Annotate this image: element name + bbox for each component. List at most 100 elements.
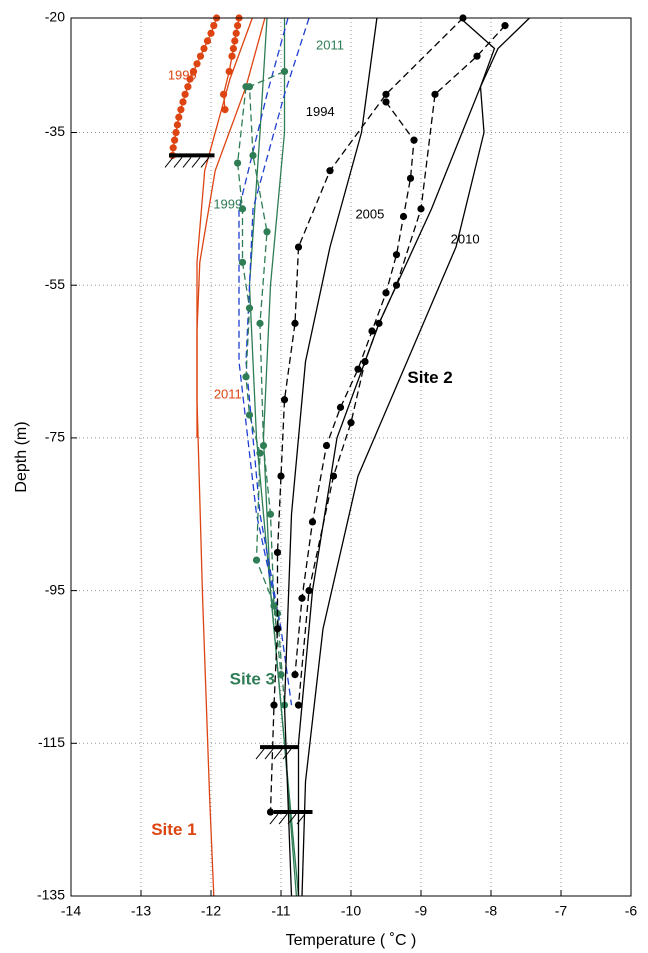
data-point <box>220 90 228 98</box>
x-tick-label: -9 <box>415 903 428 919</box>
data-point <box>294 701 303 709</box>
y-tick-label: -55 <box>45 276 65 292</box>
data-point <box>172 128 180 137</box>
data-point <box>336 403 345 411</box>
series-line <box>238 17 289 629</box>
x-tick-label: -10 <box>341 903 361 919</box>
x-axis-label: Temperature ( ˚C ) <box>286 932 417 949</box>
data-point <box>173 121 181 129</box>
data-point <box>501 22 509 30</box>
data-point <box>305 587 313 595</box>
data-point <box>270 602 278 610</box>
data-point <box>175 113 183 121</box>
x-tick-label: -11 <box>271 903 290 919</box>
data-point <box>347 419 355 427</box>
data-point <box>256 449 264 457</box>
data-point <box>266 808 275 816</box>
annotation: Site 2 <box>407 368 452 387</box>
hatch <box>278 813 288 825</box>
data-point <box>291 319 299 327</box>
annotation: 2011 <box>316 38 344 53</box>
data-point <box>392 251 401 259</box>
data-point <box>382 289 390 297</box>
data-point <box>231 37 239 45</box>
data-point <box>252 556 261 564</box>
data-point <box>234 159 242 167</box>
annotation: Site 3 <box>230 669 275 688</box>
data-point <box>368 327 376 335</box>
data-point <box>196 52 205 60</box>
x-tick-label: -12 <box>201 903 221 919</box>
x-tick-label: -14 <box>61 903 81 919</box>
hatch <box>296 813 306 825</box>
data-point <box>406 174 415 182</box>
hatch <box>282 748 292 760</box>
annotation: 2010 <box>451 232 480 247</box>
data-point <box>431 90 439 98</box>
data-point <box>189 67 198 76</box>
data-point <box>277 472 285 480</box>
data-point <box>277 670 285 679</box>
hatch <box>164 157 174 168</box>
data-point <box>232 29 240 37</box>
data-point <box>207 29 215 37</box>
data-point <box>382 90 390 98</box>
y-tick-label: -95 <box>45 581 65 597</box>
data-point <box>298 594 306 602</box>
data-point <box>294 243 303 251</box>
data-point <box>177 106 185 114</box>
series-line <box>269 17 464 813</box>
data-point <box>249 151 257 160</box>
annotation: 1999 <box>213 196 242 211</box>
data-point <box>354 365 362 373</box>
series-line <box>283 17 378 897</box>
data-point <box>238 205 247 213</box>
annotation: 2005 <box>355 206 384 221</box>
y-tick-label: -115 <box>38 734 65 750</box>
hatch <box>200 157 210 168</box>
data-point <box>308 518 317 526</box>
data-point <box>245 304 254 312</box>
data-point <box>473 52 481 60</box>
data-point <box>245 411 254 419</box>
data-point <box>238 258 247 266</box>
data-point <box>410 136 418 144</box>
data-point <box>181 90 189 98</box>
data-point <box>228 52 236 60</box>
data-point <box>266 510 275 518</box>
data-point <box>375 319 383 327</box>
data-point <box>280 67 289 76</box>
data-point <box>322 441 331 450</box>
series-line <box>196 17 266 438</box>
hatch <box>264 748 274 760</box>
x-tick-label: -6 <box>625 903 638 919</box>
data-point <box>234 22 242 30</box>
data-point <box>291 670 299 679</box>
data-point <box>203 37 212 45</box>
data-point <box>256 319 264 327</box>
data-point <box>259 441 268 450</box>
hatch <box>273 748 283 760</box>
data-point <box>273 548 282 557</box>
x-tick-label: -13 <box>131 903 151 919</box>
annotation: 1994 <box>306 104 335 119</box>
hatch <box>182 157 192 168</box>
data-point <box>221 106 229 114</box>
annotation: 1999 <box>168 67 197 82</box>
data-point <box>273 625 282 633</box>
series-line <box>301 17 530 897</box>
data-point <box>361 357 369 366</box>
hatch <box>173 157 183 168</box>
data-point <box>210 22 218 30</box>
data-point <box>225 67 233 76</box>
data-point <box>270 701 278 709</box>
data-point <box>200 44 208 53</box>
data-point <box>329 472 338 480</box>
y-tick-label: -135 <box>37 887 65 903</box>
hatch <box>191 157 201 168</box>
data-point <box>326 167 334 175</box>
data-point <box>184 83 192 91</box>
y-tick-label: -75 <box>45 429 65 445</box>
